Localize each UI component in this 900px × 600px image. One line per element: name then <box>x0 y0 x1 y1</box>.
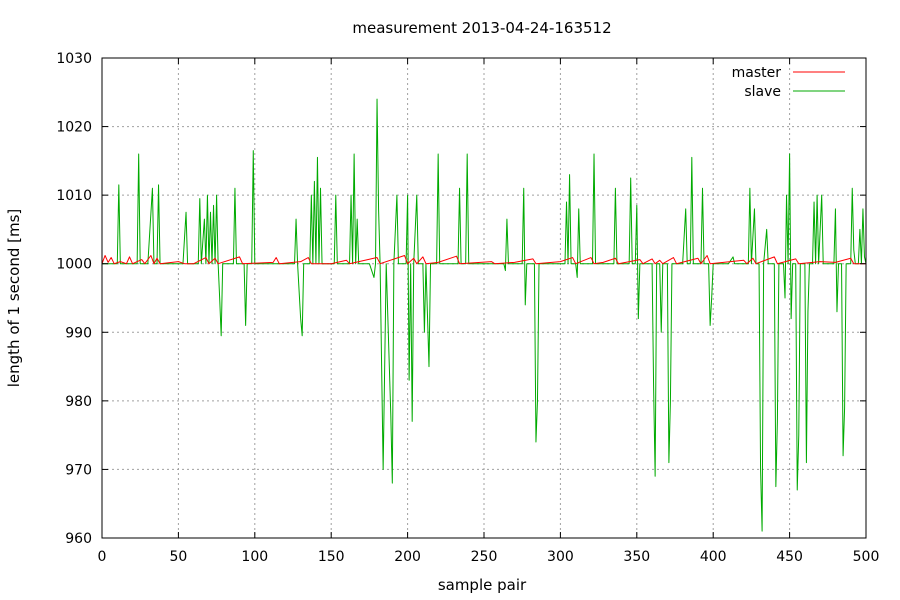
axis-ticks: 0 50 100 150 200 250 300 350 400 450 500 960 970 980 9… <box>56 51 879 565</box>
y-tick-label: 1030 <box>56 51 92 67</box>
x-tick-label: 50 <box>169 549 187 565</box>
y-tick-label: 990 <box>65 325 92 341</box>
x-tick-label: 450 <box>776 549 803 565</box>
y-axis-title: length of 1 second [ms] <box>5 209 23 388</box>
x-tick-label: 300 <box>547 549 574 565</box>
x-tick-label: 400 <box>700 549 727 565</box>
x-tick-label: 0 <box>98 549 107 565</box>
x-tick-label: 250 <box>471 549 498 565</box>
legend-label-master: master <box>732 65 782 81</box>
y-tick-label: 1020 <box>56 120 92 136</box>
x-tick-label: 350 <box>623 549 650 565</box>
plot-area <box>101 98 867 532</box>
y-tick-label: 970 <box>65 462 92 478</box>
x-tick-label: 100 <box>241 549 268 565</box>
x-axis-title: sample pair <box>438 576 527 594</box>
y-tick-label: 980 <box>65 394 92 410</box>
y-tick-label: 1010 <box>56 188 92 204</box>
y-tick-label: 1000 <box>56 257 92 273</box>
x-tick-label: 150 <box>318 549 345 565</box>
x-tick-label: 200 <box>394 549 421 565</box>
grid-lines <box>102 58 866 538</box>
legend-label-slave: slave <box>744 84 781 100</box>
y-tick-label: 960 <box>65 531 92 547</box>
chart-title: measurement 2013-04-24-163512 <box>352 19 611 37</box>
series-line-master <box>101 254 866 265</box>
legend: master slave <box>732 65 845 100</box>
x-tick-label: 500 <box>853 549 880 565</box>
